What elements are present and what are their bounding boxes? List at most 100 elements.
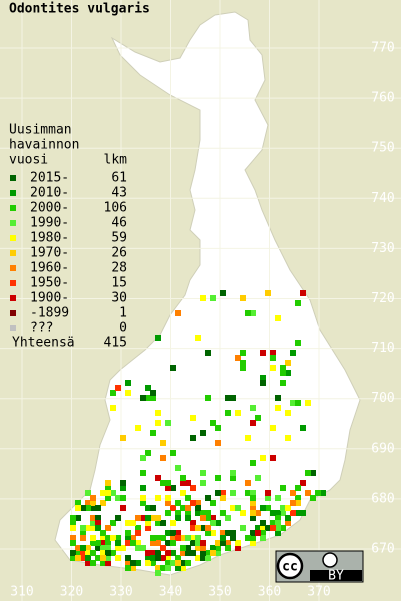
observation-cell (285, 435, 291, 441)
observation-cell (140, 485, 146, 491)
observation-cell (145, 555, 151, 561)
observation-cell (150, 560, 156, 566)
observation-cell (250, 490, 256, 496)
observation-cell (285, 360, 291, 366)
observation-cell (155, 515, 161, 521)
legend-count: 26 (111, 246, 127, 261)
observation-cell (285, 370, 291, 376)
legend-count: 30 (111, 291, 127, 306)
observation-cell (200, 430, 206, 436)
observation-cell (210, 530, 216, 536)
observation-cell (75, 545, 81, 551)
observation-cell (175, 560, 181, 566)
observation-cell (320, 490, 326, 496)
observation-cell (110, 535, 116, 541)
observation-cell (85, 505, 91, 511)
observation-cell (160, 555, 166, 561)
observation-cell (230, 505, 236, 511)
observation-cell (75, 500, 81, 506)
observation-cell (165, 540, 171, 546)
observation-cell (295, 510, 301, 516)
observation-cell (105, 490, 111, 496)
observation-cell (245, 310, 251, 316)
y-label: 720 (371, 291, 394, 306)
observation-cell (270, 525, 276, 531)
observation-cell (185, 535, 191, 541)
observation-cell (200, 515, 206, 521)
observation-cell (85, 490, 91, 496)
observation-cell (110, 405, 116, 411)
observation-cell (250, 515, 256, 521)
observation-cell (195, 555, 201, 561)
observation-cell (260, 520, 266, 526)
observation-cell (180, 560, 186, 566)
observation-cell (155, 550, 161, 556)
observation-cell (165, 560, 171, 566)
observation-cell (105, 495, 111, 501)
observation-cell (155, 570, 161, 576)
legend-swatch (10, 325, 16, 331)
observation-cell (225, 540, 231, 546)
map-title: Odontites vulgaris (9, 2, 150, 17)
observation-cell (265, 290, 271, 296)
observation-cell (120, 485, 126, 491)
observation-cell (305, 470, 311, 476)
observation-cell (240, 525, 246, 531)
observation-cell (130, 535, 136, 541)
observation-cell (185, 545, 191, 551)
observation-cell (130, 560, 136, 566)
observation-cell (105, 550, 111, 556)
observation-cell (80, 550, 86, 556)
observation-cell (135, 560, 141, 566)
legend-swatch (10, 295, 16, 301)
legend-swatch (10, 250, 16, 256)
observation-cell (70, 550, 76, 556)
observation-cell (155, 555, 161, 561)
y-label: 740 (371, 191, 394, 206)
observation-cell (150, 390, 156, 396)
observation-cell (135, 545, 141, 551)
observation-cell (165, 485, 171, 491)
legend-label: 2015- (30, 171, 69, 186)
observation-cell (100, 540, 106, 546)
observation-cell (260, 505, 266, 511)
observation-cell (300, 425, 306, 431)
legend-swatch (10, 175, 16, 181)
observation-cell (155, 420, 161, 426)
observation-cell (175, 530, 181, 536)
observation-cell (220, 535, 226, 541)
observation-cell (185, 495, 191, 501)
observation-cell (105, 525, 111, 531)
observation-cell (270, 455, 276, 461)
observation-cell (90, 540, 96, 546)
legend-total: 415 (104, 336, 127, 351)
observation-cell (165, 495, 171, 501)
observation-cell (220, 510, 226, 516)
observation-cell (275, 520, 281, 526)
observation-cell (145, 560, 151, 566)
observation-cell (245, 435, 251, 441)
observation-cell (265, 490, 271, 496)
observation-cell (80, 545, 86, 551)
observation-cell (310, 470, 316, 476)
observation-cell (225, 515, 231, 521)
observation-cell (85, 545, 91, 551)
observation-cell (165, 420, 171, 426)
observation-cell (165, 500, 171, 506)
y-label: 700 (371, 391, 394, 406)
observation-cell (250, 505, 256, 511)
observation-cell (185, 480, 191, 486)
observation-cell (190, 415, 196, 421)
observation-cell (285, 505, 291, 511)
observation-cell (195, 335, 201, 341)
observation-cell (85, 500, 91, 506)
observation-cell (185, 505, 191, 511)
observation-cell (165, 530, 171, 536)
observation-cell (220, 495, 226, 501)
observation-cell (275, 495, 281, 501)
x-label: 350 (208, 585, 231, 600)
observation-cell (85, 560, 91, 566)
by-text: BY (328, 569, 344, 584)
observation-cell (200, 550, 206, 556)
observation-cell (70, 525, 76, 531)
